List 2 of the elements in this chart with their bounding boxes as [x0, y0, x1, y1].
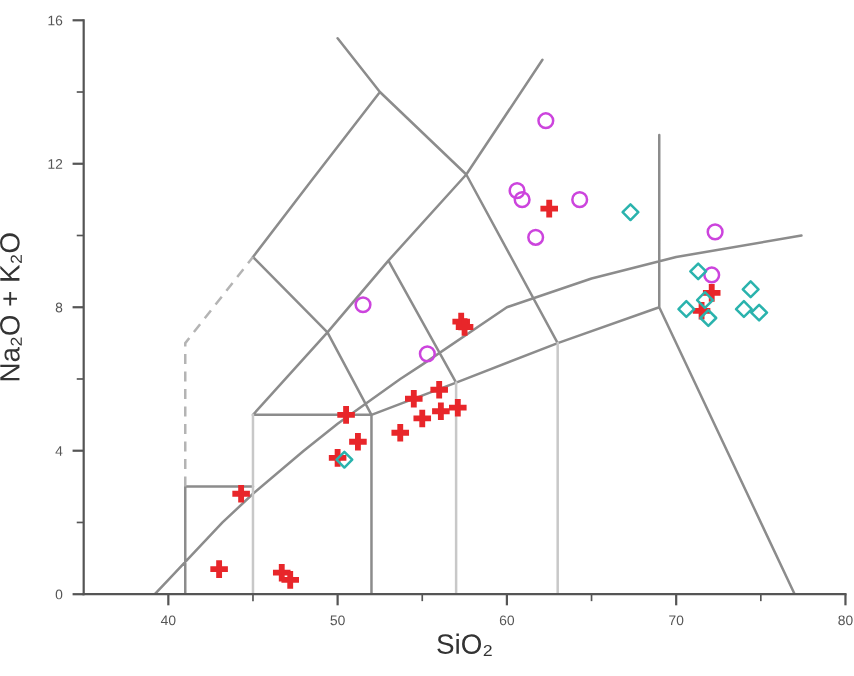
- x-axis-title: SiO₂: [437, 633, 492, 657]
- y-axis-title: Na₂O + K₂O: [0, 233, 22, 381]
